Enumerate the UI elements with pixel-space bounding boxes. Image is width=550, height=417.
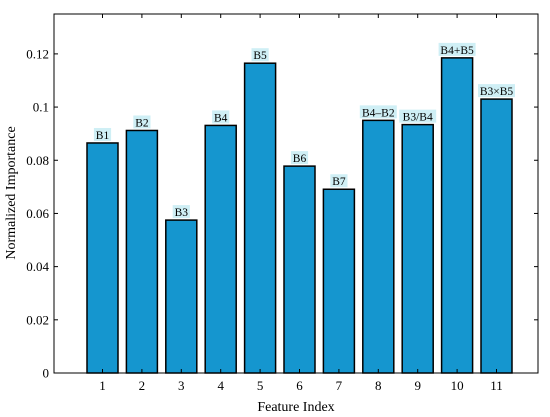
- data-label-9: B3/B4: [403, 112, 433, 124]
- bars-group: [86, 57, 513, 374]
- data-label-highlight: [290, 151, 309, 165]
- bar-4: [204, 124, 237, 374]
- x-tick-label: 9: [414, 378, 421, 393]
- x-tick-label: 7: [336, 378, 343, 393]
- bar-3: [165, 219, 198, 374]
- y-axis-title: Normalized Importance: [4, 126, 19, 259]
- y-tick-label: 0.08: [26, 153, 49, 168]
- x-axis-title: Feature Index: [257, 400, 334, 415]
- y-tick-label: 0.06: [26, 206, 49, 221]
- x-tick-label: 8: [375, 378, 382, 393]
- x-tick-label: 5: [257, 378, 264, 393]
- data-label-highlight: [212, 110, 230, 124]
- y-tick-label: 0.1: [33, 100, 49, 115]
- data-label-highlight: [133, 115, 151, 129]
- bar-8: [362, 119, 395, 374]
- y-tick-label: 0.02: [26, 312, 49, 327]
- bar-10: [440, 57, 474, 374]
- bar-1: [86, 142, 119, 374]
- x-tick-label: 6: [296, 378, 303, 393]
- data-label-1: B1: [96, 130, 110, 142]
- data-label-highlight: [438, 42, 476, 56]
- data-label-highlight: [359, 105, 397, 119]
- data-label-highlight: [251, 48, 269, 62]
- y-tick-label: 0.12: [26, 46, 49, 61]
- data-label-11: B3×B5: [480, 86, 514, 98]
- y-tick-label: 0: [43, 366, 50, 381]
- bar-9: [401, 123, 434, 374]
- plot-area-frame: [53, 13, 539, 374]
- data-label-10: B4+B5: [440, 45, 474, 57]
- x-tick-label: 1: [99, 378, 106, 393]
- data-label-highlight: [478, 84, 515, 98]
- x-tick-label: 2: [139, 378, 146, 393]
- data-label-highlight: [330, 174, 348, 188]
- data-label-highlight: [93, 127, 112, 141]
- data-label-2: B2: [135, 117, 149, 129]
- data-label-7: B7: [332, 176, 346, 188]
- data-label-5: B5: [253, 50, 267, 62]
- data-label-6: B6: [293, 153, 307, 165]
- y-tick-label: 0.04: [26, 259, 49, 274]
- data-label-highlight: [172, 205, 190, 219]
- data-label-4: B4: [214, 112, 228, 124]
- bar-7: [322, 188, 356, 374]
- x-tick-label: 10: [451, 378, 464, 393]
- data-label-3: B3: [175, 207, 189, 219]
- data-label-8: B4–B2: [362, 107, 395, 119]
- axis-ticks-group: 1 2 3 4 5 6 7 8 9 10 11 0 0.02 0.04 0.06 0.08 0.1 0.12: [26, 14, 538, 393]
- x-tick-label: 4: [217, 378, 224, 393]
- bar-6: [283, 165, 316, 374]
- x-tick-label: 11: [490, 378, 503, 393]
- bar-5: [243, 62, 277, 374]
- x-tick-label: 3: [178, 378, 185, 393]
- bar-11: [480, 98, 513, 374]
- data-labels-group: B1 B2 B3 B4 B5 B6 B7 B4–B2 B3/B4 B4+B5 B3×B5: [93, 42, 515, 219]
- data-label-highlight: [399, 109, 437, 123]
- bar-2: [125, 129, 159, 374]
